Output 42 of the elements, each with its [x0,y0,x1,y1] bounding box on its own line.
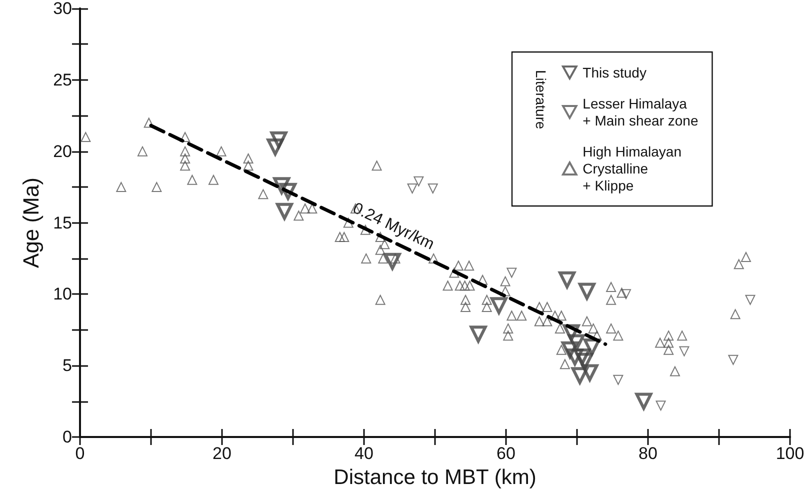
point [745,294,756,305]
point [428,183,438,194]
x-axis-title: Distance to MBT (km) [334,466,536,489]
point [566,348,584,366]
legend-label: This study [582,64,646,80]
point [266,138,284,156]
point [613,374,624,385]
point [414,176,424,186]
point [573,348,590,366]
legend-title: Literature [533,70,549,130]
point [571,367,588,384]
x-tick-label: 40 [354,444,374,463]
point [276,202,293,220]
x-tick-label: 60 [496,444,516,463]
point [728,354,738,365]
y-tick-label: 0 [62,428,72,446]
point [384,252,401,270]
x-tick-label: 0 [75,444,85,463]
point [656,400,666,411]
point [679,346,690,356]
legend-label: Lesser Himalaya + Main shear zone [582,96,698,128]
y-tick-label: 5 [62,356,72,376]
y-tick-label: 30 [53,0,72,18]
point [578,282,596,300]
point [407,183,418,194]
y-tick-label: 10 [53,284,72,304]
legend-label: High Himalayan Crystalline + Klippe [582,144,682,194]
point [558,271,576,288]
point [581,364,598,382]
point [270,131,288,148]
point [568,334,585,352]
x-tick-label: 20 [212,444,232,463]
point [490,297,508,314]
point [470,326,487,343]
y-tick-label: 15 [53,213,72,232]
y-axis-title: Age (Ma) [18,178,44,268]
x-tick-label: 100 [776,444,804,463]
x-tick-label: 80 [638,444,658,463]
point [506,268,517,278]
point [635,392,652,410]
y-tick-label: 20 [53,142,72,161]
y-tick-label: 25 [53,70,72,90]
